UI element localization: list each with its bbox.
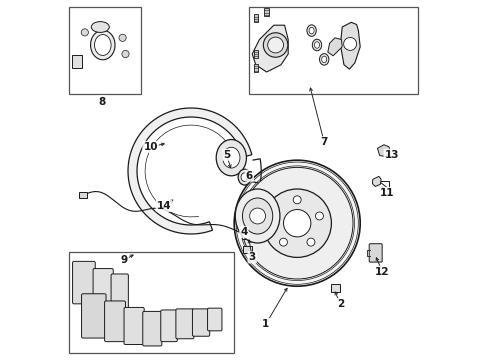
Text: 4: 4	[240, 227, 247, 237]
Bar	[72, 55, 82, 68]
Ellipse shape	[321, 56, 327, 63]
Circle shape	[81, 29, 88, 36]
Circle shape	[250, 208, 266, 224]
FancyBboxPatch shape	[81, 294, 106, 338]
FancyBboxPatch shape	[93, 269, 113, 307]
FancyBboxPatch shape	[111, 274, 128, 310]
Circle shape	[307, 238, 315, 246]
Ellipse shape	[235, 189, 280, 243]
FancyBboxPatch shape	[193, 309, 210, 336]
Bar	[331, 284, 340, 292]
Circle shape	[234, 160, 360, 286]
Bar	[265, 8, 269, 16]
Ellipse shape	[307, 25, 316, 36]
Circle shape	[122, 50, 129, 58]
Ellipse shape	[222, 147, 240, 168]
Bar	[248, 7, 418, 94]
Polygon shape	[377, 145, 391, 157]
FancyBboxPatch shape	[369, 244, 382, 262]
Ellipse shape	[91, 30, 115, 60]
Text: 12: 12	[375, 267, 390, 277]
Text: 2: 2	[337, 299, 344, 309]
FancyBboxPatch shape	[208, 308, 222, 331]
Polygon shape	[328, 38, 342, 56]
Bar	[254, 50, 258, 58]
Bar	[69, 7, 141, 94]
Ellipse shape	[241, 173, 248, 181]
FancyBboxPatch shape	[124, 307, 144, 345]
Circle shape	[242, 167, 353, 279]
FancyBboxPatch shape	[143, 311, 162, 346]
Bar	[243, 246, 252, 253]
Bar	[254, 14, 258, 22]
Circle shape	[268, 37, 284, 53]
FancyBboxPatch shape	[176, 309, 194, 339]
Circle shape	[271, 212, 279, 220]
Ellipse shape	[309, 27, 314, 34]
Ellipse shape	[91, 22, 109, 32]
Ellipse shape	[312, 39, 321, 51]
Bar	[242, 232, 250, 239]
Text: 8: 8	[99, 96, 106, 107]
Ellipse shape	[319, 54, 329, 65]
FancyBboxPatch shape	[104, 301, 125, 342]
Text: 11: 11	[380, 188, 394, 198]
Polygon shape	[252, 25, 288, 72]
Text: 3: 3	[248, 252, 256, 262]
Bar	[254, 64, 258, 72]
Text: 9: 9	[121, 255, 128, 265]
Text: 13: 13	[385, 150, 399, 160]
Circle shape	[263, 33, 288, 57]
Circle shape	[263, 189, 331, 257]
Text: 7: 7	[320, 137, 328, 147]
Circle shape	[284, 210, 311, 237]
Ellipse shape	[95, 35, 111, 55]
Text: 5: 5	[223, 150, 230, 160]
FancyBboxPatch shape	[161, 310, 177, 342]
FancyBboxPatch shape	[73, 261, 95, 304]
Ellipse shape	[315, 42, 319, 48]
Ellipse shape	[238, 169, 251, 185]
Ellipse shape	[216, 140, 246, 176]
Polygon shape	[372, 176, 381, 186]
Circle shape	[343, 37, 357, 50]
Circle shape	[293, 196, 301, 204]
Circle shape	[316, 212, 323, 220]
Bar	[69, 252, 234, 353]
Circle shape	[279, 238, 288, 246]
Polygon shape	[128, 108, 252, 234]
Text: 6: 6	[245, 171, 253, 181]
Text: 10: 10	[144, 142, 158, 152]
Polygon shape	[341, 22, 360, 69]
Ellipse shape	[243, 198, 273, 234]
Text: 1: 1	[262, 319, 270, 329]
Text: 14: 14	[157, 201, 172, 211]
Circle shape	[119, 34, 126, 41]
Bar	[79, 192, 87, 198]
